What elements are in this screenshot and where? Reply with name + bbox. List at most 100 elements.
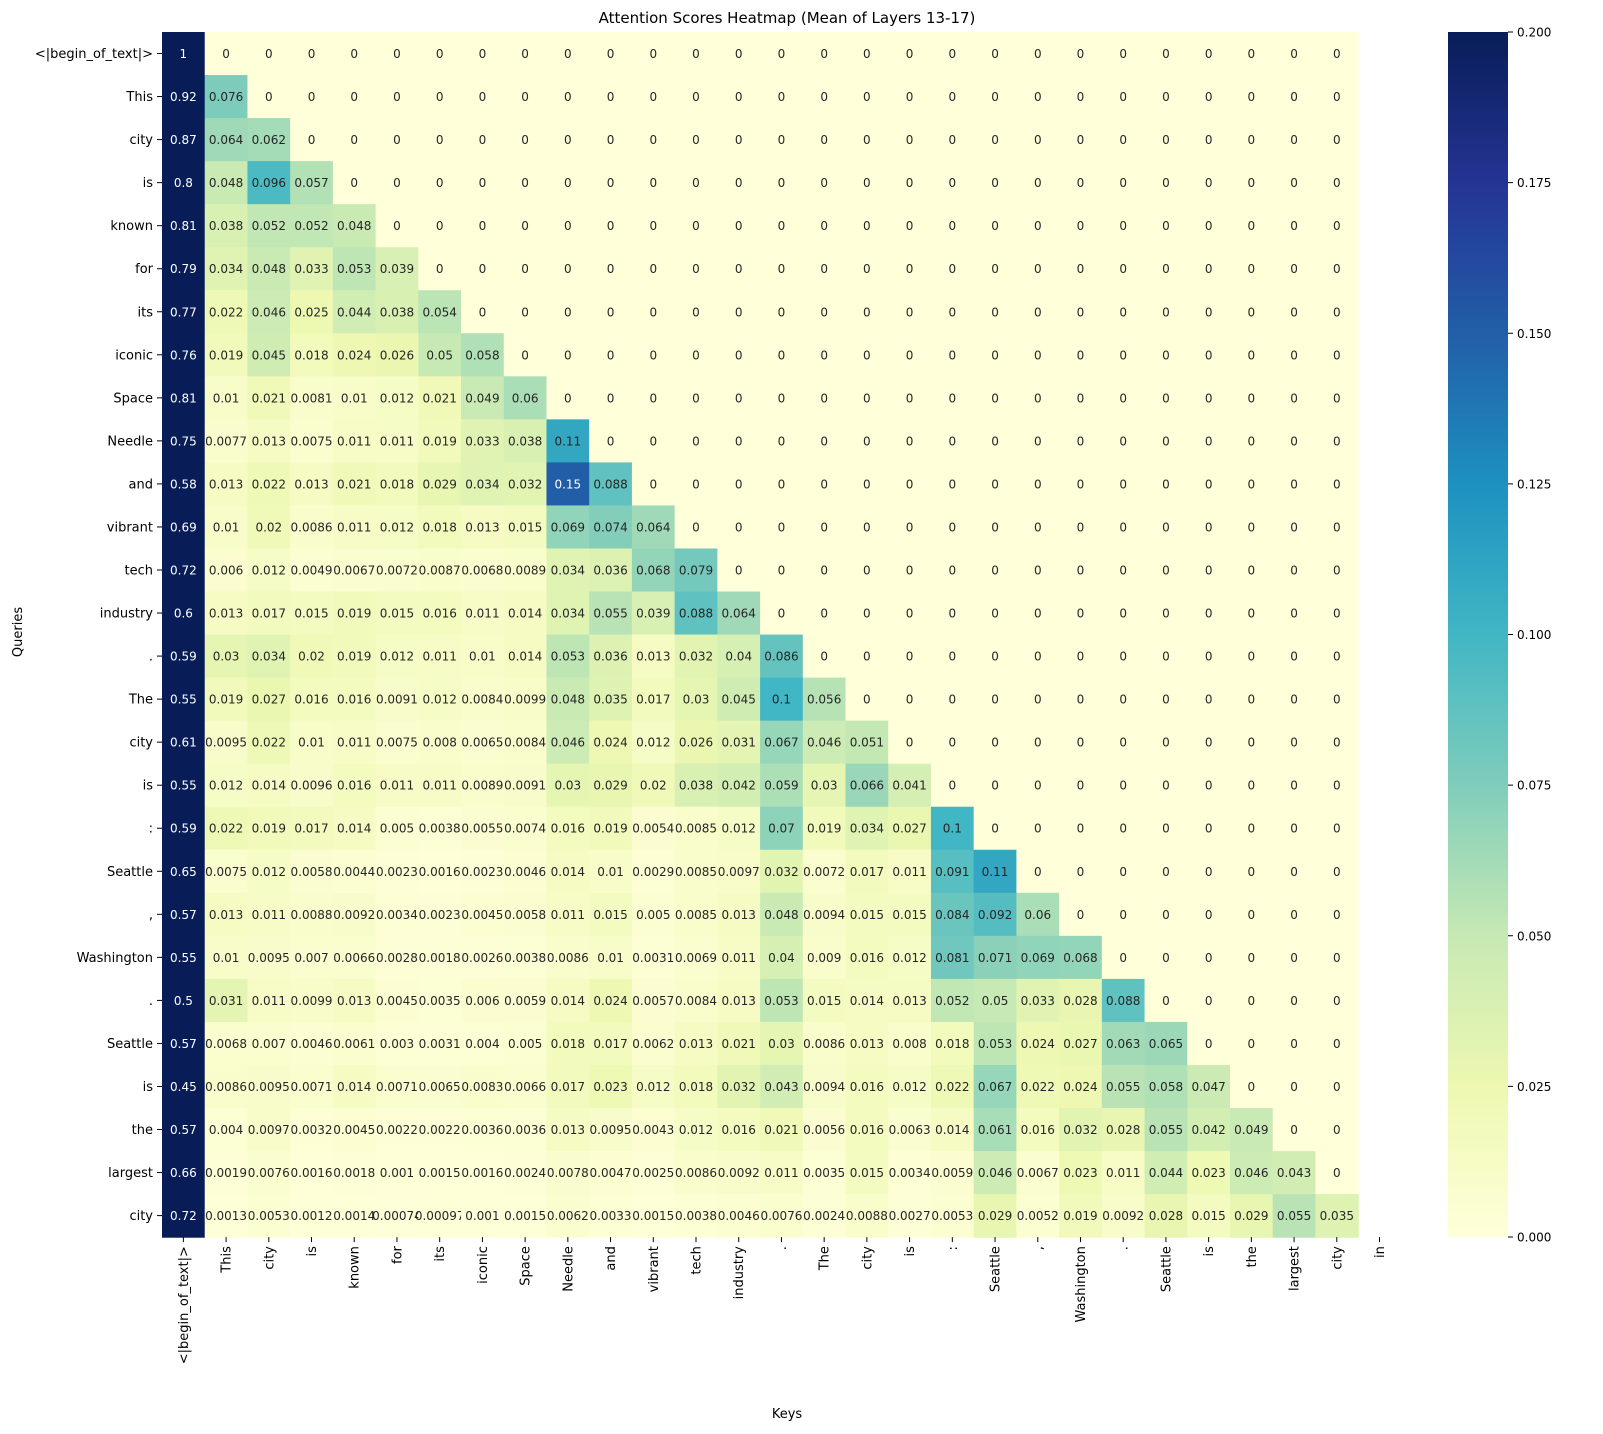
heatmap-cell (503, 634, 548, 679)
cell-value-label: 0 (991, 650, 999, 664)
heatmap-cell (375, 462, 419, 507)
cell-value-label: 0 (863, 607, 871, 621)
heatmap-cell (631, 978, 676, 1023)
heatmap-cell (1059, 935, 1103, 980)
heatmap-cell (461, 634, 505, 679)
cell-value-label: 0.046 (807, 736, 841, 750)
cell-value-label: 0 (1162, 520, 1170, 534)
heatmap-cell (1101, 333, 1146, 377)
cell-value-label: 0 (1248, 348, 1256, 362)
cell-value-label: 0 (1119, 693, 1127, 707)
cell-value-label: 0.0071 (376, 1080, 418, 1094)
heatmap-cell (418, 118, 462, 162)
y-tick-label: Needle (107, 434, 153, 449)
heatmap-cell (1230, 1064, 1274, 1109)
cell-value-label: 0.012 (892, 951, 926, 965)
heatmap-cell (1059, 1064, 1103, 1109)
cell-value-label: 0.088 (679, 607, 713, 621)
cell-value-label: 0.015 (508, 520, 542, 534)
cell-value-label: 0.048 (551, 693, 585, 707)
cell-value-label: 0 (1290, 908, 1298, 922)
x-tick-labels: <|begin_of_text|> This city is known for its ic… (177, 1237, 1388, 1364)
heatmap-cell (760, 75, 804, 119)
heatmap-cell (332, 32, 377, 76)
heatmap-cell (418, 462, 462, 507)
x-tick-label: is (903, 1246, 918, 1257)
cell-value-label: 0.0063 (889, 1123, 931, 1137)
cell-value-label: 0 (1333, 305, 1341, 319)
heatmap-cell (1187, 591, 1231, 636)
heatmap-cell (631, 247, 676, 291)
cell-value-label: 0.017 (850, 865, 884, 879)
heatmap-cell (674, 806, 718, 851)
y-tick-label: and (129, 477, 153, 492)
heatmap-cell (1144, 462, 1188, 507)
x-tick-label: known (348, 1246, 363, 1289)
cell-value-label: 0 (479, 305, 487, 319)
cell-value-label: 0.076 (209, 90, 243, 104)
heatmap-cell (461, 333, 505, 377)
cell-value-label: 0 (778, 520, 786, 534)
heatmap-cell (674, 419, 718, 463)
heatmap-cell (204, 634, 249, 679)
cell-value-label: 0.069 (1021, 951, 1055, 965)
cell-value-label: 0.0091 (376, 693, 418, 707)
cell-value-label: 0.019 (252, 822, 286, 836)
cell-value-label: 0 (1248, 133, 1256, 147)
cell-value-label: 0 (906, 90, 914, 104)
heatmap-cell (717, 634, 761, 679)
heatmap-cell (717, 32, 761, 76)
heatmap-cell (1315, 720, 1359, 765)
cell-value-label: 0.055 (593, 607, 627, 621)
heatmap-cell (1272, 849, 1317, 894)
cell-value-label: 0.0089 (504, 564, 546, 578)
cell-value-label: 0.01 (597, 865, 624, 879)
cell-value-label: 0 (991, 133, 999, 147)
cell-value-label: 0 (1205, 90, 1213, 104)
cell-value-label: 0 (1162, 477, 1170, 491)
cell-value-label: 0.0057 (632, 994, 674, 1008)
heatmap-cell (760, 118, 804, 162)
heatmap-cell (204, 247, 249, 291)
heatmap-cell (589, 118, 633, 162)
cell-value-label: 0.032 (722, 1080, 756, 1094)
cell-value-label: 0 (1205, 994, 1213, 1008)
heatmap-cell (1315, 505, 1359, 550)
cell-value-label: 0 (1119, 47, 1127, 61)
heatmap-cell (1187, 290, 1231, 334)
cell-value-label: 0.016 (722, 1123, 756, 1137)
heatmap-cell (546, 290, 590, 334)
cell-value-label: 0.058 (1149, 1080, 1183, 1094)
heatmap-cell (375, 204, 419, 248)
heatmap-cell (1059, 978, 1103, 1023)
heatmap-cell (1187, 118, 1231, 162)
colorbar-tick-label: 0.000 (1517, 1231, 1551, 1245)
heatmap-cell (1144, 505, 1188, 550)
cell-value-label: 0 (1248, 219, 1256, 233)
cell-value-label: 0.0022 (376, 1123, 418, 1137)
cell-value-label: 0 (1333, 822, 1341, 836)
cell-value-label: 0 (1248, 822, 1256, 836)
heatmap-cell (717, 204, 761, 248)
cell-value-label: 0 (1034, 90, 1042, 104)
x-tick-label: , (1031, 1246, 1046, 1250)
heatmap-cell (1016, 806, 1060, 851)
cell-value-label: 0 (692, 305, 700, 319)
heatmap-cell (1187, 1021, 1231, 1066)
cell-value-label: 0 (820, 176, 828, 190)
cell-value-label: 0 (649, 219, 657, 233)
cell-value-label: 0 (1119, 133, 1127, 147)
cell-value-label: 0.019 (593, 822, 627, 836)
heatmap-cell (204, 204, 249, 248)
heatmap-cell (845, 1064, 889, 1109)
cell-value-label: 0 (1119, 520, 1127, 534)
cell-value-label: 0 (863, 348, 871, 362)
heatmap-cell (1059, 333, 1103, 377)
cell-value-label: 0 (991, 47, 999, 61)
heatmap-cell (375, 32, 419, 76)
heatmap-cell (845, 978, 889, 1023)
cell-value-label: 0 (1205, 822, 1213, 836)
heatmap-cell (418, 634, 462, 679)
heatmap-cell (1016, 1064, 1060, 1109)
heatmap-cell (1230, 247, 1274, 291)
